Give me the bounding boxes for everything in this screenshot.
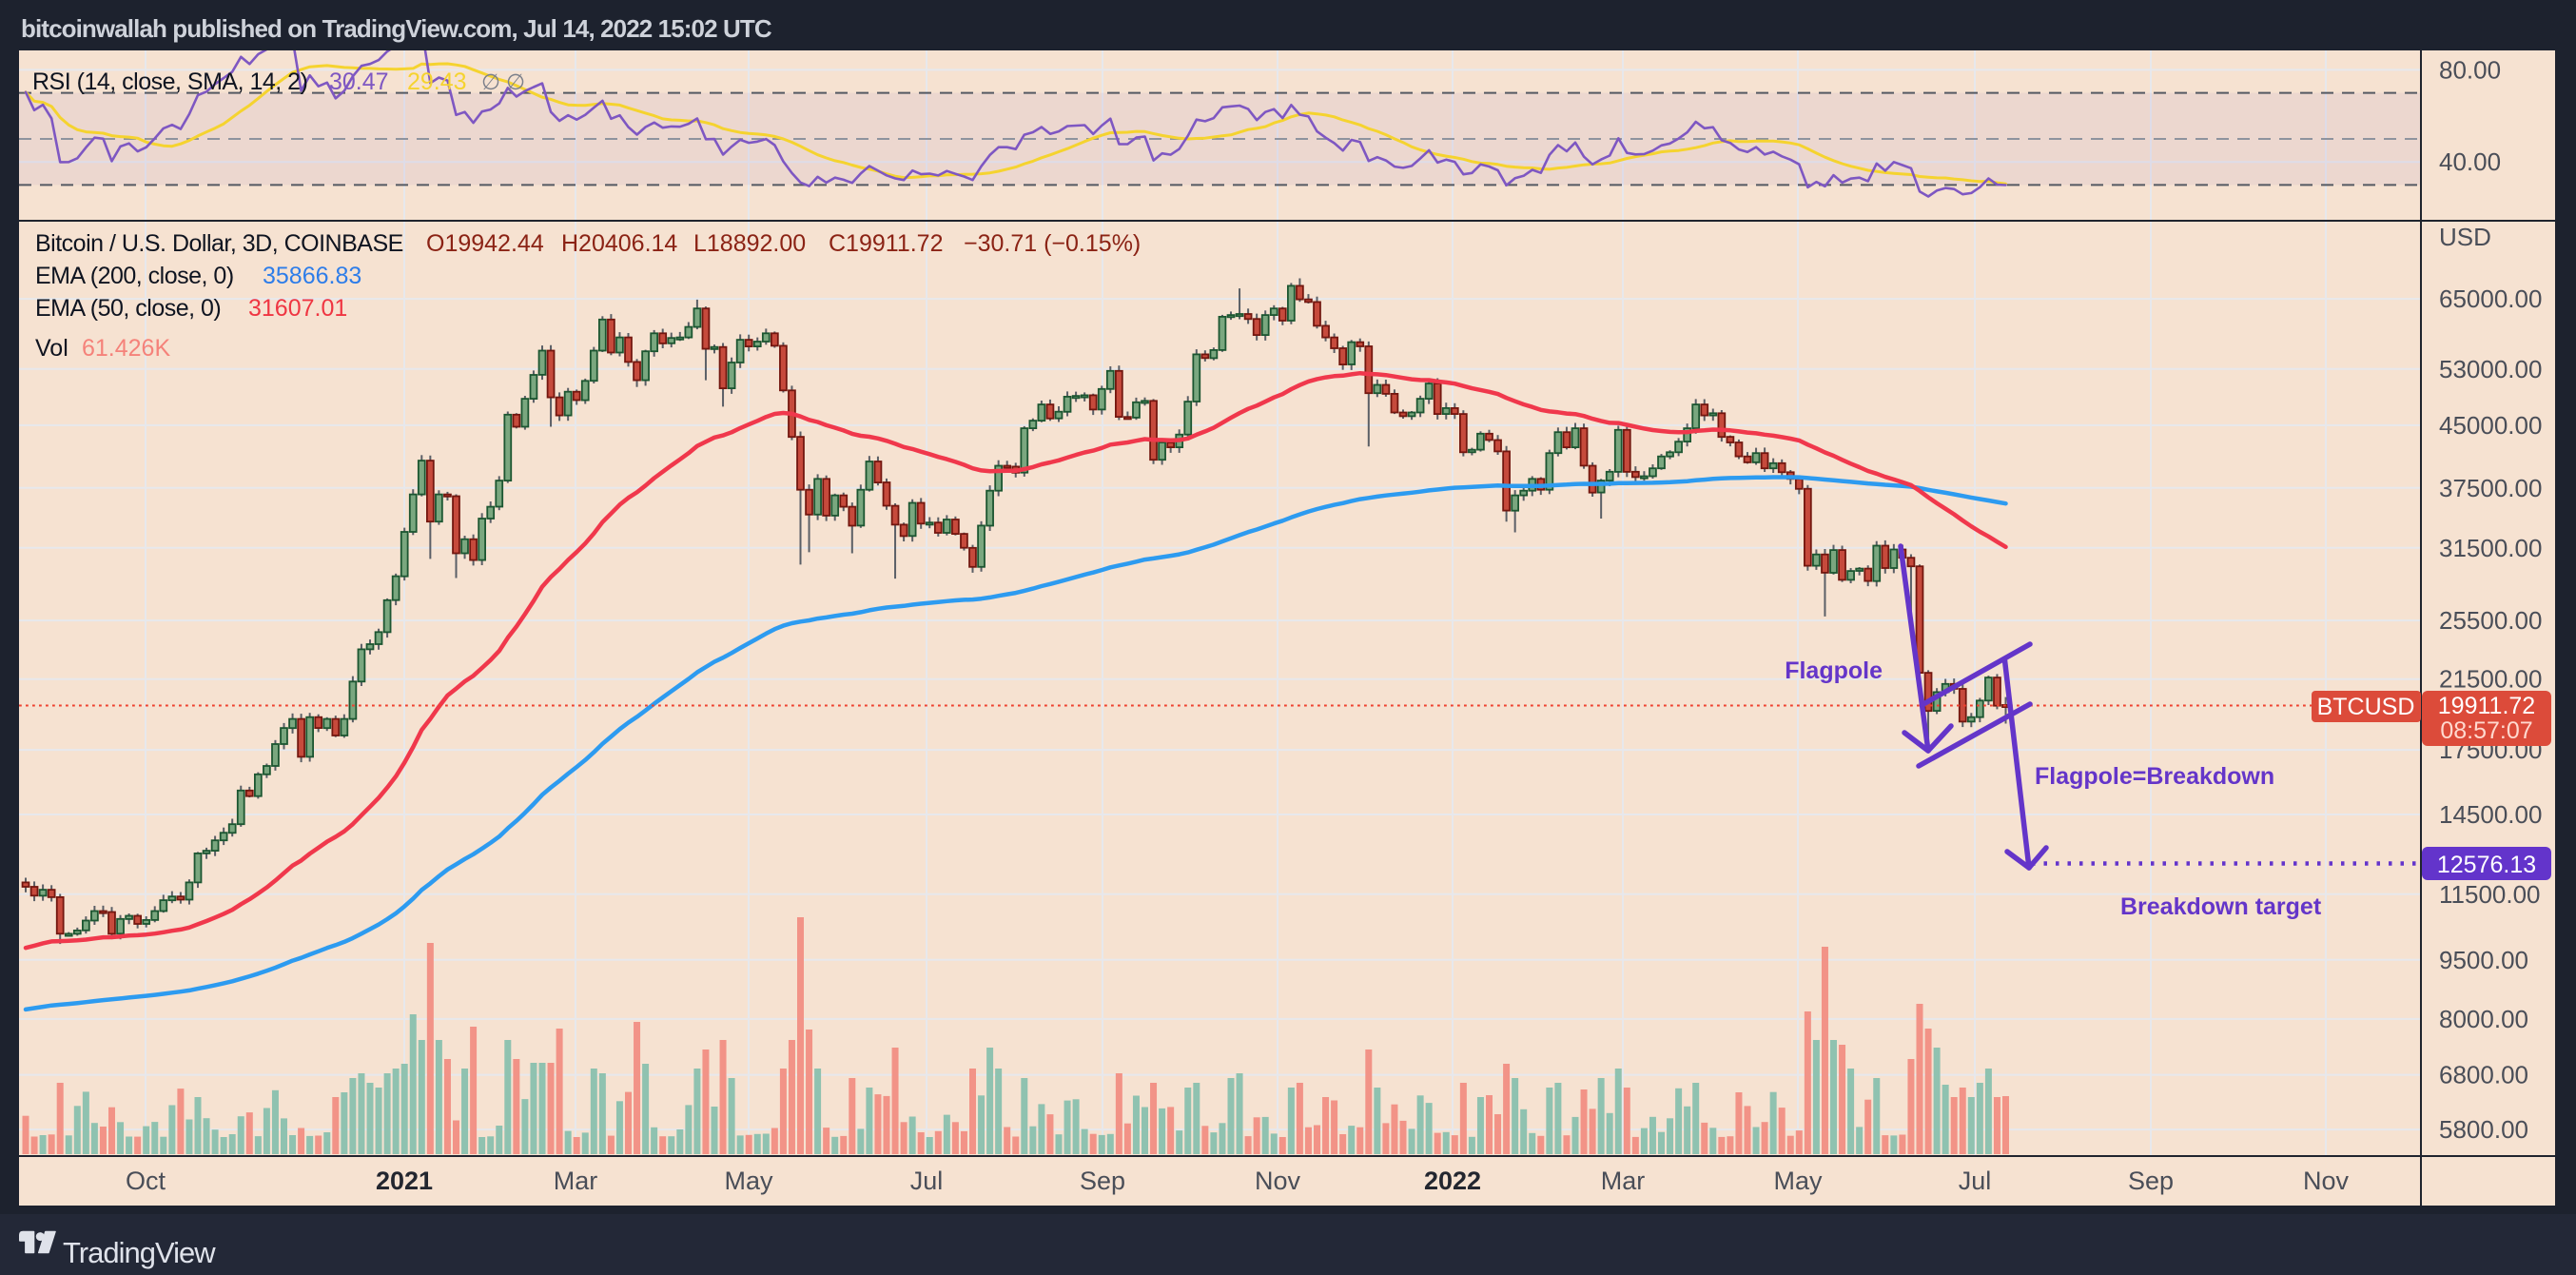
svg-text:21500.00: 21500.00 xyxy=(2439,665,2542,694)
svg-text:C19911.72: C19911.72 xyxy=(829,230,943,257)
svg-text:31500.00: 31500.00 xyxy=(2439,534,2542,562)
svg-text:61.426K: 61.426K xyxy=(82,335,170,362)
svg-text:35866.83: 35866.83 xyxy=(263,263,361,289)
svg-text:Jul: Jul xyxy=(1959,1167,1992,1195)
svg-text:Nov: Nov xyxy=(2303,1167,2350,1195)
svg-text:Sep: Sep xyxy=(1080,1167,1125,1195)
svg-text:65000.00: 65000.00 xyxy=(2439,284,2542,313)
svg-text:40.00: 40.00 xyxy=(2439,147,2501,176)
svg-text:May: May xyxy=(724,1167,773,1195)
svg-text:Mar: Mar xyxy=(1601,1167,1646,1195)
svg-text:Flagpole=Breakdown: Flagpole=Breakdown xyxy=(2035,763,2274,790)
svg-text:Vol: Vol xyxy=(35,335,68,362)
svg-text:08:57:07: 08:57:07 xyxy=(2440,717,2532,744)
svg-text:∅: ∅ xyxy=(506,69,525,94)
svg-text:2021: 2021 xyxy=(376,1167,433,1195)
svg-text:14500.00: 14500.00 xyxy=(2439,800,2542,829)
svg-text:∅: ∅ xyxy=(481,69,500,94)
svg-text:19911.72: 19911.72 xyxy=(2438,693,2535,719)
svg-text:45000.00: 45000.00 xyxy=(2439,411,2542,440)
svg-text:9500.00: 9500.00 xyxy=(2439,946,2528,974)
svg-text:25500.00: 25500.00 xyxy=(2439,606,2542,635)
svg-text:53000.00: 53000.00 xyxy=(2439,355,2542,383)
svg-text:TradingView: TradingView xyxy=(63,1236,216,1269)
svg-text:80.00: 80.00 xyxy=(2439,55,2501,84)
svg-text:H20406.14: H20406.14 xyxy=(561,230,677,257)
svg-text:EMA (50, close, 0): EMA (50, close, 0) xyxy=(35,295,221,322)
svg-text:Nov: Nov xyxy=(1255,1167,1301,1195)
svg-text:Mar: Mar xyxy=(554,1167,598,1195)
svg-text:Sep: Sep xyxy=(2128,1167,2174,1195)
svg-text:8000.00: 8000.00 xyxy=(2439,1005,2528,1033)
svg-text:11500.00: 11500.00 xyxy=(2439,880,2541,909)
svg-text:O19942.44: O19942.44 xyxy=(426,230,544,257)
svg-text:bitcoinwallah published on Tra: bitcoinwallah published on TradingView.c… xyxy=(21,14,772,43)
svg-text:31607.01: 31607.01 xyxy=(248,295,347,322)
svg-text:5800.00: 5800.00 xyxy=(2439,1115,2528,1144)
svg-text:EMA (200, close, 0): EMA (200, close, 0) xyxy=(35,263,234,289)
svg-text:Jul: Jul xyxy=(910,1167,944,1195)
svg-text:USD: USD xyxy=(2439,223,2491,251)
svg-text:Bitcoin / U.S. Dollar, 3D, COI: Bitcoin / U.S. Dollar, 3D, COINBASE xyxy=(35,230,403,257)
svg-text:Oct: Oct xyxy=(126,1167,166,1195)
svg-text:Flagpole: Flagpole xyxy=(1785,657,1883,684)
svg-text:May: May xyxy=(1773,1167,1823,1195)
svg-text:6800.00: 6800.00 xyxy=(2439,1061,2528,1089)
svg-text:29.43: 29.43 xyxy=(407,69,467,95)
svg-text:Breakdown target: Breakdown target xyxy=(2120,893,2322,920)
svg-text:2022: 2022 xyxy=(1424,1167,1481,1195)
svg-text:−30.71 (−0.15%): −30.71 (−0.15%) xyxy=(964,230,1141,257)
svg-text:37500.00: 37500.00 xyxy=(2439,474,2542,502)
svg-text:BTCUSD: BTCUSD xyxy=(2317,694,2415,720)
svg-text:RSI (14, close, SMA, 14, 2): RSI (14, close, SMA, 14, 2) xyxy=(32,69,307,95)
svg-text:30.47: 30.47 xyxy=(329,69,389,95)
svg-text:12576.13: 12576.13 xyxy=(2437,852,2536,878)
svg-text:L18892.00: L18892.00 xyxy=(693,230,806,257)
